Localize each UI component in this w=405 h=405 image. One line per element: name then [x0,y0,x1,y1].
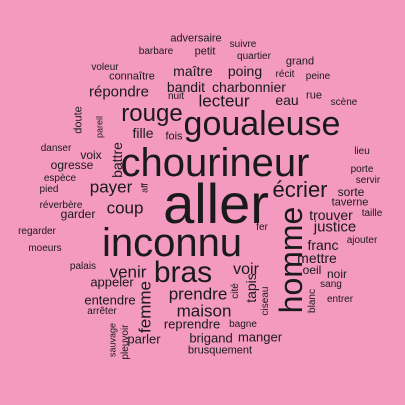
word-60: pied [39,184,59,195]
word-23: trouver [309,207,353,223]
word-71: palais [69,261,97,272]
word-46: adversaire [170,32,222,45]
word-19: maître [173,63,213,79]
word-35: voix [80,148,102,162]
word-33: entendre [84,292,136,308]
word-12: prendre [168,284,228,304]
word-51: récit [275,69,295,80]
word-38: noir [326,267,348,281]
word-1: chourineur [120,141,310,185]
word-67: ajouter [346,235,378,246]
word-36: ogresse [50,158,94,172]
word-8: payer [89,177,133,197]
word-30: parler [127,331,161,347]
word-32: appeler [90,274,134,290]
word-20: poing [227,63,263,79]
word-28: manger [237,329,283,345]
word-31: reprendre [163,316,221,332]
word-72: cité [230,283,241,299]
word-49: grand [285,55,315,68]
word-44: connaître [109,70,155,83]
word-55: doute [72,106,85,134]
word-10: venir [109,262,147,282]
word-59: espèce [43,173,77,184]
word-43: quartier [237,51,271,62]
word-61: aff [139,183,150,193]
word-73: ciseau [260,286,271,316]
word-37: oeil [302,263,322,277]
word-69: moeurs [28,243,62,254]
word-17: bandit [166,79,206,95]
word-56: pareil [94,115,105,139]
word-11: maison [176,301,232,321]
word-53: nuit [167,91,185,102]
word-81: brusquement [187,344,253,357]
word-5: bras [153,256,213,289]
word-14: voir [233,261,259,278]
word-41: garder [60,207,96,221]
word-45: petit [194,45,216,58]
word-42: rue [306,89,322,102]
word-22: justice [313,218,357,236]
word-7: écrier [272,177,328,202]
word-25: mettre [297,250,337,266]
word-29: brigand [189,330,233,346]
word-77: arrêter [87,306,117,317]
word-26: femme [135,281,155,333]
word-66: taille [361,208,383,219]
word-78: sauvage [107,322,118,358]
word-9: coup [106,198,144,218]
word-70: fer [256,222,268,233]
word-52: peine [305,71,331,82]
word-2: inconnu [101,221,243,265]
word-0: aller [163,172,269,235]
word-64: porte [350,164,374,175]
word-75: sang [320,279,342,290]
word-74: blanc [307,289,318,313]
word-79: pleuvoir [120,324,131,360]
word-13: lecteur [198,91,250,111]
word-3: goualeuse [183,105,341,143]
word-21: eau [275,92,299,108]
word-27: tapis [243,273,259,303]
word-24: franc [307,237,339,253]
word-80: bagne [229,319,257,330]
word-48: suivre [229,39,257,50]
word-54: scène [330,97,358,108]
word-16: répondre [88,83,150,101]
word-47: barbare [138,46,174,57]
word-65: servir [355,175,381,186]
word-6: rouge [121,100,183,127]
word-68: regarder [18,226,56,237]
word-62: réverbère [39,200,83,211]
word-18: charbonnier [212,79,286,95]
word-39: sorte [337,185,365,199]
word-63: lieu [354,146,370,157]
word-40: taverne [331,196,369,209]
word-34: battre [109,142,125,178]
word-57: fois [165,130,183,143]
word-15: fille [132,125,154,141]
word-50: voleur [91,62,119,73]
word-76: entrer [326,294,354,305]
word-58: danser [40,143,72,154]
